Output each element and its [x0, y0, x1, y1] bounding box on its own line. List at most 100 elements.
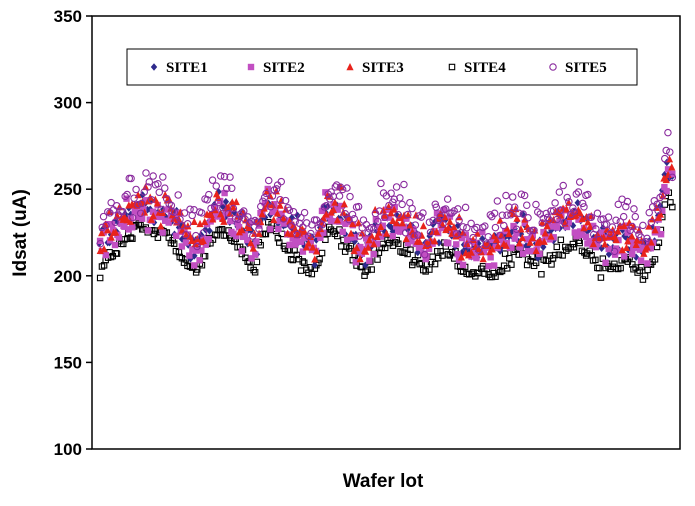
- data-point-site5: [229, 204, 238, 213]
- data-point-site3: [258, 210, 266, 218]
- data-point-site3: [245, 223, 253, 232]
- data-point-site5: [441, 205, 450, 213]
- legend-item-site3: SITE3: [346, 60, 404, 76]
- data-point-site3: [505, 229, 513, 238]
- data-point-site3: [547, 232, 555, 240]
- data-point-site2: [351, 233, 359, 241]
- data-point-site2: [663, 187, 670, 195]
- data-point-site1: [206, 226, 213, 235]
- data-point-site2: [513, 230, 520, 237]
- data-point-site4: [557, 236, 565, 244]
- data-point-site5: [654, 206, 662, 215]
- data-point-site5: [481, 222, 489, 230]
- data-point-site2: [233, 232, 240, 240]
- data-point-site3: [153, 199, 162, 207]
- data-point-site2: [216, 197, 224, 205]
- data-point-site2: [286, 241, 293, 249]
- data-point-site3: [106, 207, 114, 215]
- data-point-site4: [503, 265, 511, 272]
- data-point-site2: [372, 216, 380, 223]
- data-point-site5: [197, 209, 206, 217]
- data-point-site5: [619, 212, 628, 221]
- data-point-site5: [398, 200, 406, 209]
- data-point-site2: [307, 237, 315, 245]
- data-point-site5: [612, 216, 620, 224]
- data-point-site2: [347, 234, 354, 241]
- data-point-site4: [644, 266, 651, 274]
- data-point-site2: [108, 221, 116, 228]
- data-point-site2: [586, 237, 593, 245]
- data-point-site5: [374, 217, 382, 226]
- data-point-site2: [278, 210, 285, 218]
- data-point-site5: [578, 199, 587, 208]
- data-point-site3: [263, 187, 271, 195]
- data-point-site3: [314, 229, 322, 237]
- data-point-site5: [381, 213, 389, 221]
- data-point-site3: [149, 212, 157, 220]
- data-point-site5: [592, 225, 600, 233]
- data-point-site3: [518, 233, 526, 242]
- data-point-site3: [446, 217, 454, 225]
- data-point-site4: [553, 243, 561, 251]
- data-point-site4: [410, 258, 418, 266]
- data-point-site4: [576, 239, 583, 247]
- data-point-site5: [507, 211, 515, 219]
- data-point-site2: [550, 234, 557, 241]
- data-point-site5: [355, 232, 364, 240]
- data-point-site2: [123, 195, 130, 202]
- data-point-site3: [431, 237, 439, 245]
- data-point-site2: [521, 219, 528, 227]
- data-point-site5: [443, 195, 452, 203]
- data-point-site2: [165, 219, 172, 226]
- data-point-site3: [249, 244, 257, 252]
- data-point-site2: [548, 223, 555, 230]
- data-point-site3: [107, 233, 115, 241]
- data-point-site3: [526, 238, 534, 246]
- y-tick-label: 350: [54, 7, 82, 26]
- data-point-site5: [658, 191, 667, 200]
- data-point-site5: [547, 207, 555, 215]
- data-point-site3: [467, 248, 475, 256]
- data-point-site2: [423, 253, 430, 260]
- data-point-site5: [134, 200, 142, 209]
- data-point-site2: [508, 244, 515, 251]
- data-point-site4: [653, 243, 661, 251]
- data-point-site3: [469, 235, 477, 244]
- data-point-site2: [100, 229, 107, 236]
- data-point-site4: [113, 250, 121, 257]
- data-point-site5: [170, 208, 179, 217]
- data-point-site5: [159, 173, 167, 181]
- data-point-site5: [338, 185, 347, 194]
- data-point-site2: [173, 232, 180, 240]
- data-point-site3: [562, 205, 571, 213]
- data-point-site4: [592, 256, 599, 264]
- data-point-site5: [628, 222, 636, 231]
- data-point-site3: [625, 218, 633, 227]
- data-point-site3: [612, 235, 620, 244]
- data-point-site3: [226, 209, 234, 217]
- data-point-site2: [127, 215, 135, 222]
- data-point-site5: [96, 239, 105, 248]
- data-point-site3: [459, 228, 467, 236]
- data-point-site5: [132, 185, 140, 194]
- data-point-site4: [96, 274, 104, 282]
- data-point-site5: [647, 218, 656, 227]
- data-point-site1: [191, 251, 198, 260]
- data-point-site5: [370, 225, 378, 233]
- data-point-site3: [103, 226, 112, 234]
- data-point-site5: [461, 203, 470, 212]
- data-point-site4: [374, 256, 381, 263]
- data-point-site3: [377, 222, 385, 231]
- data-point-site2: [389, 232, 396, 240]
- data-point-site2: [553, 224, 561, 231]
- data-point-site3: [628, 232, 636, 240]
- data-point-site5: [128, 213, 137, 222]
- data-point-site5: [267, 203, 275, 211]
- data-point-site2: [140, 205, 147, 213]
- data-point-site5: [569, 204, 577, 212]
- data-point-site5: [559, 181, 567, 190]
- legend-marker-site2: [247, 63, 255, 71]
- y-axis-title: Idsat (uA): [10, 189, 31, 277]
- data-point-site3: [304, 239, 313, 247]
